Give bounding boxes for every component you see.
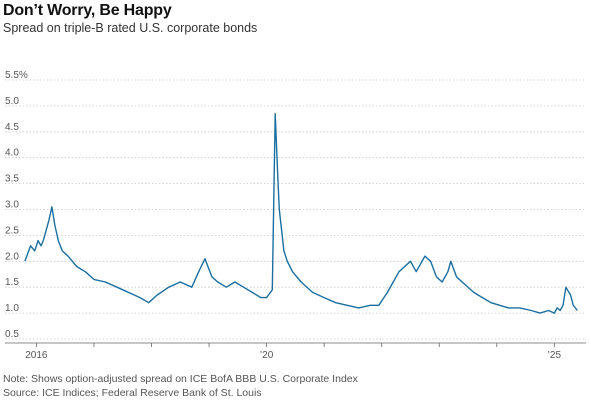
y-tick-label: 4.0 <box>5 148 19 159</box>
y-tick-label: 1.5 <box>5 277 19 288</box>
y-axis-ticks: 0.5 1.0 1.5 2.0 2.5 3.0 3.5 4.0 4.5 5.0 5.5% <box>5 70 28 340</box>
y-tick-label: 3.5 <box>5 174 19 185</box>
y-tick-label: 0.5 <box>5 329 19 340</box>
y-tick-label: 1.0 <box>5 303 19 314</box>
gridlines <box>5 79 586 340</box>
y-tick-label: 5.5% <box>5 70 28 81</box>
chart-subtitle: Spread on triple-B rated U.S. corporate … <box>3 21 258 35</box>
x-tick-label: ’25 <box>548 350 562 361</box>
series-layer <box>24 113 578 314</box>
y-tick-label: 4.5 <box>5 122 19 133</box>
spread-series-line <box>24 113 578 314</box>
x-tick-label: ’20 <box>260 350 274 361</box>
y-tick-label: 3.0 <box>5 200 19 211</box>
x-tick-label: 2016 <box>25 350 48 361</box>
chart-source: Source: ICE Indices; Federal Reserve Ban… <box>3 387 262 399</box>
chart-note: Note: Shows option-adjusted spread on IC… <box>3 373 358 385</box>
y-tick-label: 2.5 <box>5 225 19 236</box>
y-tick-label: 5.0 <box>5 96 19 107</box>
chart-title: Don’t Worry, Be Happy <box>3 2 172 19</box>
x-axis: 2016 ’20 ’25 <box>5 342 586 361</box>
y-tick-label: 2.0 <box>5 251 19 262</box>
